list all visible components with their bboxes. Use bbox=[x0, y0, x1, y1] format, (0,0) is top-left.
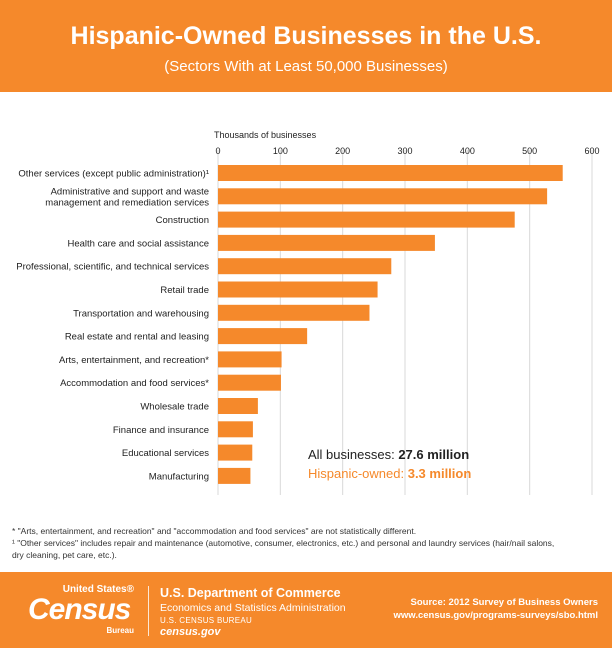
category-label-3: Construction bbox=[156, 215, 209, 226]
annotation-1: All businesses: 27.6 million bbox=[308, 447, 469, 462]
dept-esa: Economics and Statistics Administration bbox=[160, 602, 346, 614]
category-label-5: Professional, scientific, and technical … bbox=[16, 262, 209, 273]
bar-chart: Thousands of businesses 0 100 200 300 400 500 6… bbox=[16, 130, 600, 495]
bar-3 bbox=[218, 211, 515, 228]
census-gov-link[interactable]: census.gov bbox=[160, 626, 221, 638]
category-label-9: Arts, entertainment, and recreation* bbox=[59, 355, 209, 366]
bar-2 bbox=[218, 188, 548, 205]
footnote-asterisk: * "Arts, entertainment, and recreation" … bbox=[12, 526, 417, 536]
bar-11 bbox=[218, 398, 258, 414]
category-label-7: Transportation and warehousing bbox=[73, 308, 209, 319]
category-label-2-line-1: Administrative and support and waste bbox=[51, 186, 209, 197]
source-text: Source: 2012 Survey of Business Owners bbox=[410, 597, 598, 608]
category-label-4: Health care and social assistance bbox=[67, 238, 209, 249]
annotation-2: Hispanic-owned: 3.3 million bbox=[308, 466, 471, 481]
category-label-14: Manufacturing bbox=[149, 471, 209, 482]
x-tick-label-300: 300 bbox=[397, 146, 412, 156]
bar-10 bbox=[218, 374, 281, 391]
logo-census: Census bbox=[28, 593, 131, 626]
footnotes: * "Arts, entertainment, and recreation" … bbox=[12, 525, 602, 561]
footer-banner: United States® Census Bureau U.S. Depart… bbox=[0, 572, 612, 648]
bar-14 bbox=[218, 467, 251, 484]
x-tick-label-400: 400 bbox=[460, 146, 475, 156]
footer-divider bbox=[148, 586, 149, 636]
x-tick-label-500: 500 bbox=[522, 146, 537, 156]
bar-13 bbox=[218, 444, 253, 461]
category-label-1: Other services (except public administra… bbox=[18, 169, 209, 180]
annotation-1-value: 27.6 million bbox=[398, 447, 469, 462]
bar-9 bbox=[218, 351, 282, 368]
category-label-8: Real estate and rental and leasing bbox=[65, 332, 209, 343]
bar-12 bbox=[218, 421, 253, 438]
annotation-2-label: Hispanic-owned: bbox=[308, 466, 408, 481]
logo-bureau: Bureau bbox=[106, 626, 134, 635]
department-block: U.S. Department of Commerce Economics an… bbox=[160, 586, 346, 638]
category-label-11: Wholesale trade bbox=[140, 402, 209, 413]
category-label-2-line-2: management and remediation services bbox=[45, 197, 209, 208]
bar-4 bbox=[218, 234, 435, 251]
header-banner: Hispanic-Owned Businesses in the U.S. (S… bbox=[0, 0, 612, 92]
bar-5 bbox=[218, 258, 392, 275]
category-label-10: Accommodation and food services* bbox=[60, 378, 209, 389]
x-axis-label: Thousands of businesses bbox=[214, 130, 317, 140]
bar-7 bbox=[218, 304, 370, 321]
x-tick-label-100: 100 bbox=[273, 146, 288, 156]
annotation-2-value: 3.3 million bbox=[408, 466, 472, 481]
source-block: Source: 2012 Survey of Business Owners w… bbox=[394, 596, 598, 622]
bar-8 bbox=[218, 328, 308, 345]
footnote-other-services-cont: dry cleaning, pet care, etc.). bbox=[12, 550, 117, 560]
category-label-13: Educational services bbox=[122, 448, 209, 459]
logo-united-states: United States® bbox=[62, 584, 134, 595]
footnote-other-services: ¹ "Other services" includes repair and m… bbox=[12, 538, 555, 548]
x-tick-label-200: 200 bbox=[335, 146, 350, 156]
bar-6 bbox=[218, 281, 378, 298]
chart-subtitle: (Sectors With at Least 50,000 Businesses… bbox=[164, 58, 448, 75]
x-tick-label-600: 600 bbox=[584, 146, 599, 156]
bar-1 bbox=[218, 165, 563, 181]
dept-census-bureau: U.S. CENSUS BUREAU bbox=[160, 616, 253, 625]
source-url[interactable]: www.census.gov/programs-surveys/sbo.html bbox=[393, 610, 598, 621]
category-label-6: Retail trade bbox=[160, 285, 209, 296]
category-label-12: Finance and insurance bbox=[113, 425, 209, 436]
annotation-1-label: All businesses: bbox=[308, 447, 398, 462]
chart-title: Hispanic-Owned Businesses in the U.S. bbox=[70, 22, 542, 50]
dept-commerce: U.S. Department of Commerce bbox=[160, 586, 341, 600]
x-tick-label-0: 0 bbox=[215, 146, 220, 156]
census-bureau-logo: United States® Census Bureau bbox=[20, 584, 140, 638]
